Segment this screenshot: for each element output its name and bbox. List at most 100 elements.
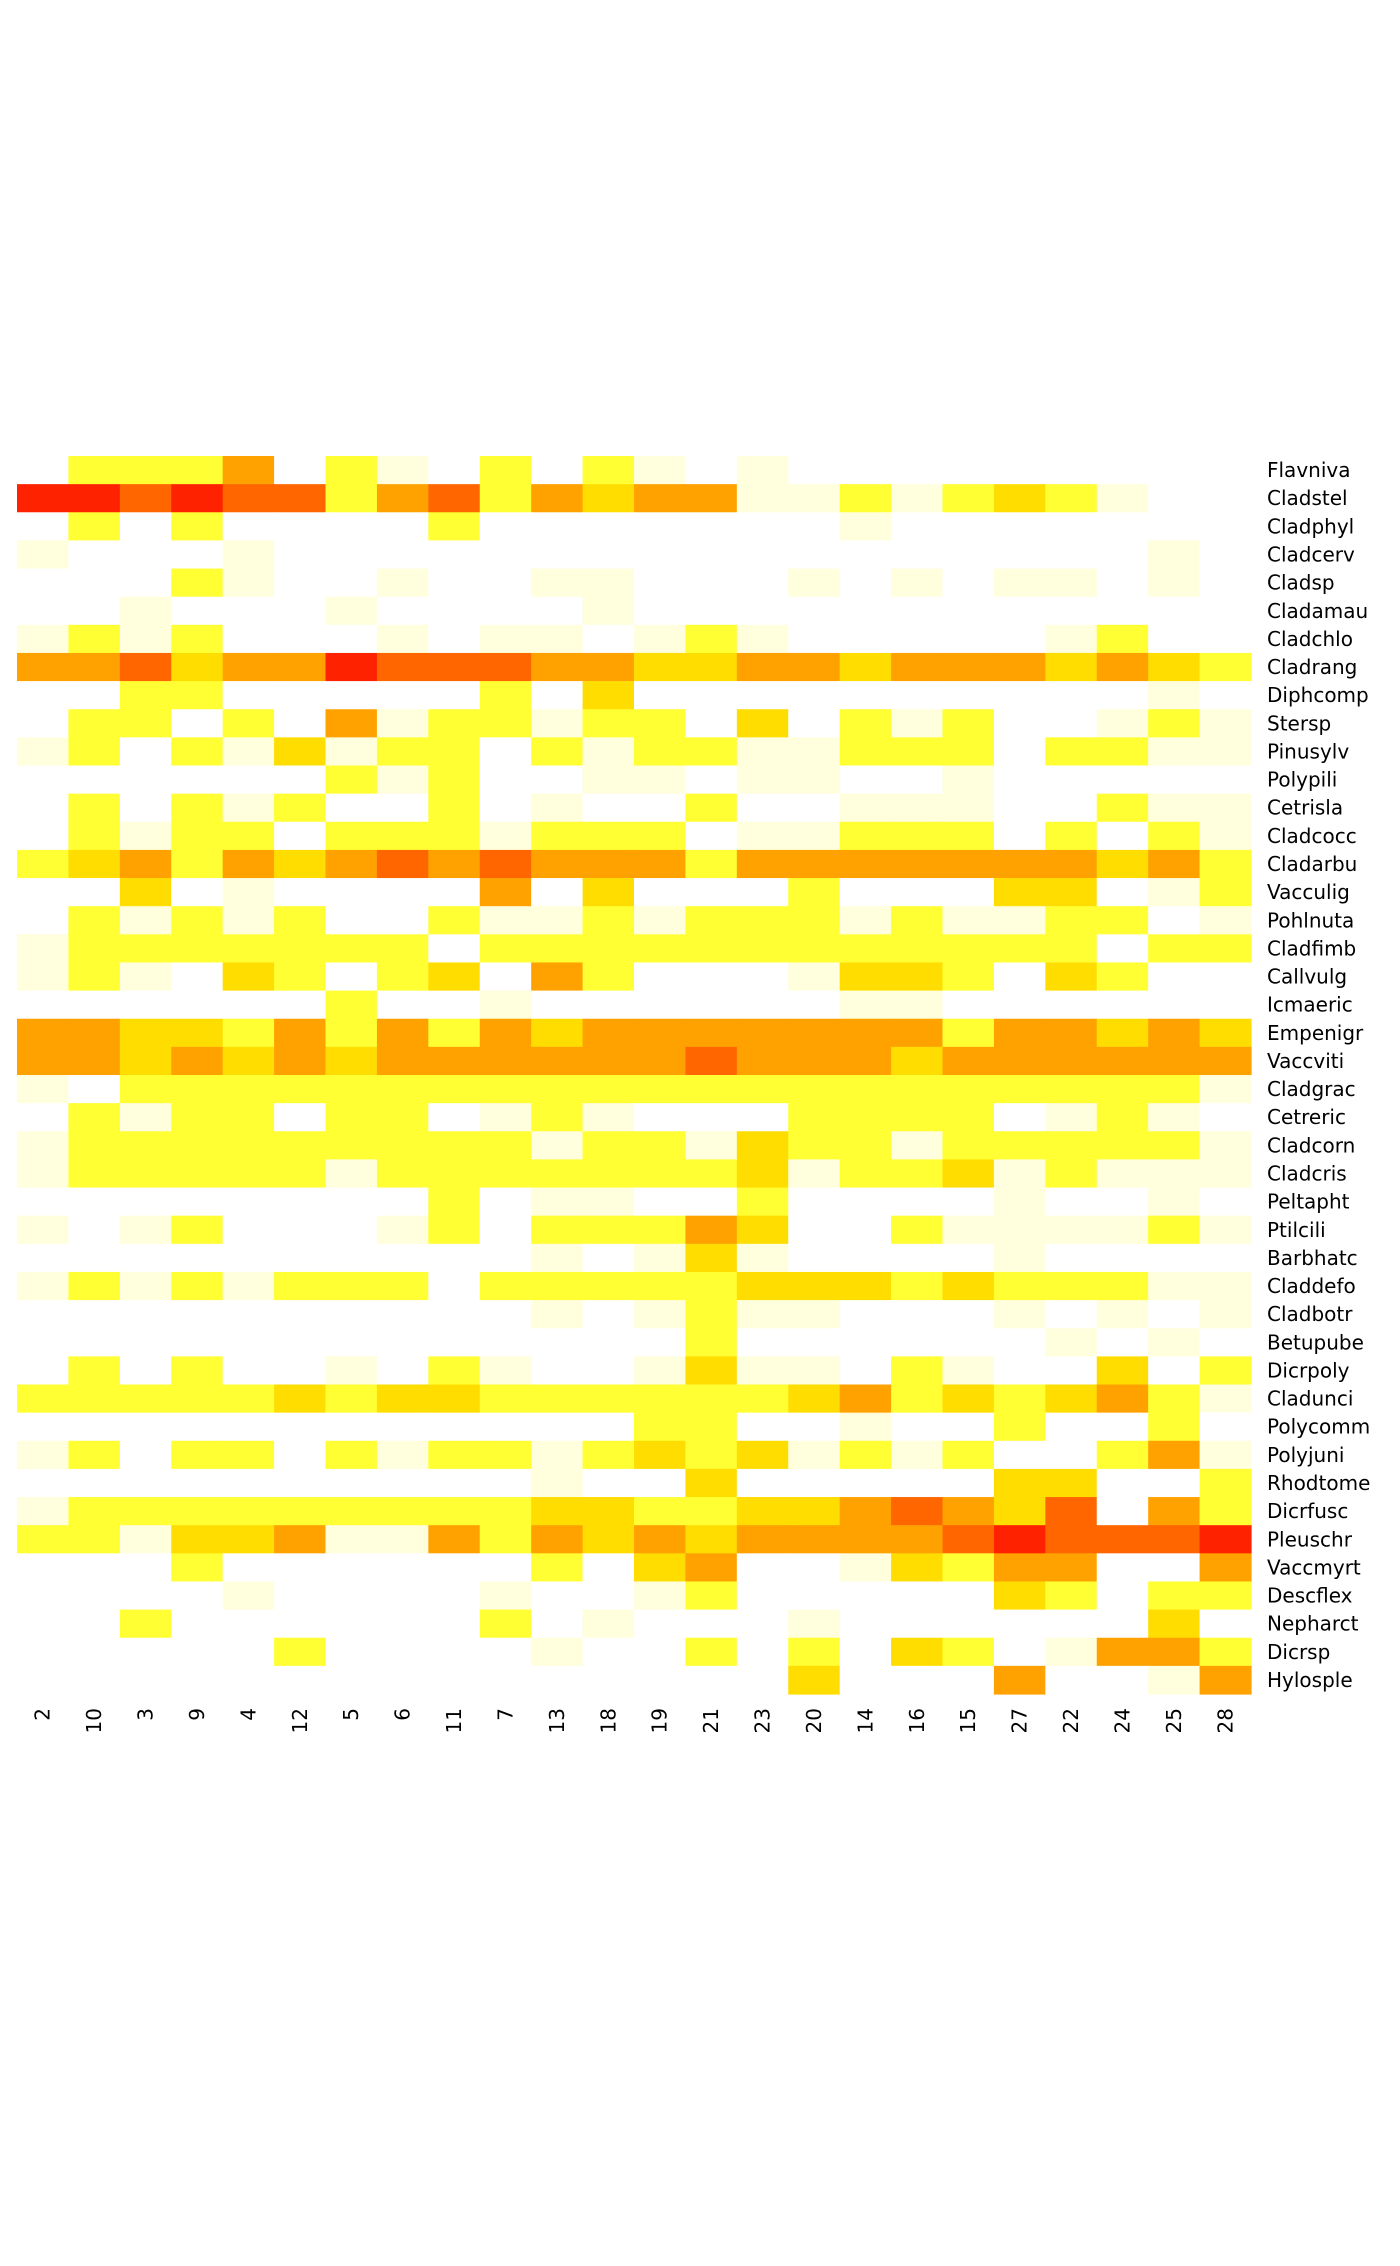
heatmap-cell: [788, 906, 841, 935]
heatmap-cell: [993, 709, 1046, 738]
heatmap-cell: [376, 1075, 429, 1104]
heatmap-cell: [1148, 709, 1201, 738]
heatmap-cell: [428, 624, 481, 654]
heatmap-cell: [428, 1300, 481, 1329]
heatmap-cell: [428, 1243, 481, 1273]
heatmap-cell: [993, 1637, 1046, 1667]
heatmap-cell: [479, 1497, 532, 1526]
heatmap-cell: [222, 1553, 275, 1583]
heatmap-cell: [222, 1468, 275, 1498]
heatmap-cell: [1096, 652, 1149, 682]
heatmap-cell: [479, 456, 532, 485]
heatmap-cell: [1148, 1159, 1201, 1189]
heatmap-cell: [993, 1215, 1046, 1245]
heatmap-cell: [274, 1468, 327, 1498]
heatmap-cell: [222, 1215, 275, 1245]
heatmap-cell: [634, 1103, 687, 1132]
heatmap-cell: [119, 456, 172, 485]
heatmap-cell: [839, 596, 892, 626]
heatmap-cell: [839, 1356, 892, 1386]
heatmap-cell: [479, 1412, 532, 1442]
heatmap-cell: [993, 568, 1046, 598]
heatmap-cell: [891, 1356, 944, 1386]
heatmap-cell: [376, 1131, 429, 1161]
heatmap-cell: [17, 1103, 70, 1132]
heatmap-cell: [325, 1103, 378, 1132]
heatmap-cell: [993, 1581, 1046, 1611]
heatmap-cell: [942, 1384, 995, 1414]
heatmap-cell: [428, 456, 481, 485]
heatmap-cell: [17, 962, 70, 992]
heatmap-cell: [1045, 1356, 1098, 1386]
heatmap-cell: [1045, 1637, 1098, 1667]
column-label: 18: [596, 1708, 620, 1733]
heatmap-cell: [68, 1553, 121, 1583]
heatmap-cell: [1199, 1215, 1252, 1245]
heatmap-cell: [171, 906, 224, 935]
heatmap-cell: [376, 821, 429, 851]
heatmap-cell: [428, 1581, 481, 1611]
heatmap-cell: [1199, 484, 1252, 513]
heatmap-cell: [634, 1553, 687, 1583]
heatmap-cell: [376, 1187, 429, 1217]
heatmap-cell: [17, 1356, 70, 1386]
heatmap-cell: [788, 1525, 841, 1554]
heatmap-cell: [736, 456, 789, 485]
heatmap-cell: [428, 1609, 481, 1639]
heatmap-cell: [1199, 1665, 1252, 1695]
heatmap-cell: [634, 1187, 687, 1217]
heatmap-cell: [942, 456, 995, 485]
heatmap-cell: [479, 1075, 532, 1104]
heatmap-cell: [1148, 681, 1201, 710]
heatmap-cell: [1199, 652, 1252, 682]
heatmap-cell: [325, 1468, 378, 1498]
heatmap-cell: [325, 990, 378, 1020]
heatmap-cell: [839, 821, 892, 851]
heatmap-cell: [788, 962, 841, 992]
heatmap-cell: [685, 1665, 738, 1695]
heatmap-cell: [17, 681, 70, 710]
heatmap-cell: [891, 793, 944, 823]
heatmap-cell: [788, 709, 841, 738]
heatmap-cell: [1148, 568, 1201, 598]
heatmap-cell: [736, 1665, 789, 1695]
heatmap-cell: [68, 540, 121, 570]
heatmap-cell: [1199, 1075, 1252, 1104]
heatmap-cell: [222, 1384, 275, 1414]
heatmap-cell: [531, 624, 584, 654]
heatmap-cell: [1199, 1412, 1252, 1442]
heatmap-cell: [788, 1412, 841, 1442]
heatmap-cell: [1148, 1215, 1201, 1245]
heatmap-cell: [582, 1131, 635, 1161]
heatmap-cell: [119, 821, 172, 851]
heatmap-cell: [942, 793, 995, 823]
heatmap-cell: [685, 1440, 738, 1470]
heatmap-cell: [222, 1159, 275, 1189]
heatmap-cell: [274, 1159, 327, 1189]
heatmap-cell: [1045, 1103, 1098, 1132]
heatmap-cell: [736, 849, 789, 879]
column-label: 4: [236, 1708, 260, 1721]
heatmap-cell: [17, 1159, 70, 1189]
heatmap-cell: [1148, 624, 1201, 654]
heatmap-cell: [1096, 512, 1149, 542]
heatmap-cell: [942, 1581, 995, 1611]
heatmap-cell: [428, 906, 481, 935]
column-label: 6: [391, 1708, 415, 1721]
heatmap-cell: [736, 1046, 789, 1076]
column-label: 9: [185, 1708, 209, 1721]
heatmap-cell: [17, 1525, 70, 1554]
heatmap-cell: [1045, 1468, 1098, 1498]
heatmap-cell: [119, 878, 172, 907]
heatmap-cell: [891, 1046, 944, 1076]
column-label: 14: [853, 1708, 877, 1733]
heatmap-cell: [685, 568, 738, 598]
heatmap-cell: [119, 512, 172, 542]
heatmap-cell: [1096, 1243, 1149, 1273]
heatmap-cell: [274, 737, 327, 767]
heatmap-cell: [1045, 1243, 1098, 1273]
heatmap-cell: [274, 1637, 327, 1667]
heatmap-cell: [325, 1497, 378, 1526]
heatmap-cell: [325, 906, 378, 935]
heatmap-cell: [171, 1271, 224, 1301]
